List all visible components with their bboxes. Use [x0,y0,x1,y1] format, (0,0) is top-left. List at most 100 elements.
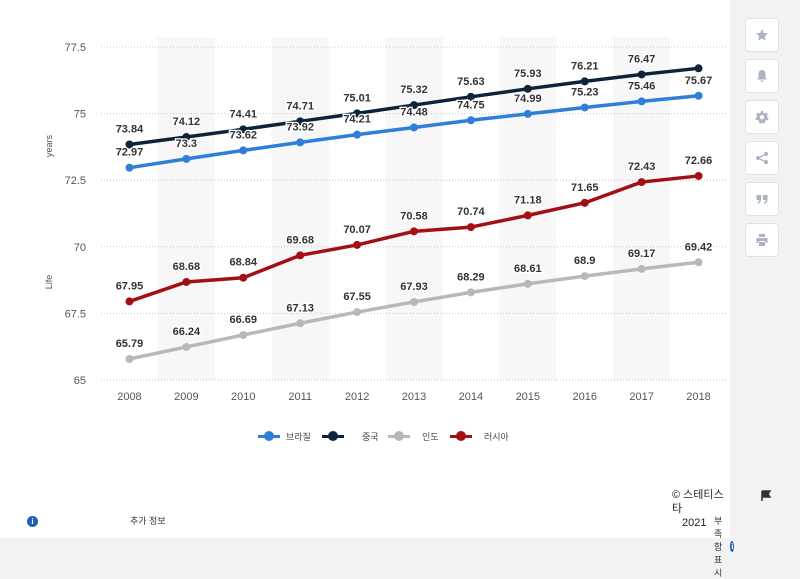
data-point[interactable] [410,123,418,132]
data-label: 74.12 [173,116,201,128]
data-label: 72.66 [685,155,713,167]
data-point[interactable] [296,251,305,260]
x-tick-label: 2018 [686,391,710,403]
data-point[interactable] [694,171,703,180]
x-tick-label: 2013 [402,391,426,403]
data-point[interactable] [523,109,532,118]
data-label: 73.62 [230,129,258,141]
source-credit[interactable]: © 스테티스타 2021 [672,488,730,530]
settings-button[interactable] [745,100,779,134]
data-point[interactable] [580,198,589,207]
info-icon: i [730,541,735,552]
data-point[interactable] [580,103,589,112]
data-point[interactable] [353,308,362,317]
data-point[interactable] [637,264,646,273]
data-label: 70.58 [400,210,428,222]
data-point[interactable] [410,101,418,110]
y-tick-label: 65 [74,375,86,387]
data-label: 75.23 [571,86,599,98]
data-point[interactable] [182,277,191,286]
data-label: 73.92 [286,121,314,133]
data-label: 67.93 [400,281,428,293]
data-point[interactable] [523,279,532,288]
data-point[interactable] [637,178,646,187]
data-label: 68.61 [514,263,542,275]
data-point[interactable] [296,319,305,328]
x-tick-label: 2015 [516,391,540,403]
data-label: 70.07 [343,224,371,236]
data-point[interactable] [694,64,703,73]
data-point[interactable] [580,272,589,281]
data-point[interactable] [410,227,418,236]
data-label: 75.67 [685,75,713,87]
legend-item-china[interactable]: 중국 [322,428,379,444]
data-point[interactable] [353,130,362,139]
info-icon[interactable]: i [27,516,38,527]
star-icon [756,29,768,41]
data-label: 73.3 [176,138,197,150]
data-point[interactable] [296,117,305,126]
data-point[interactable] [239,146,248,155]
data-point[interactable] [182,342,191,351]
column-band [157,37,215,380]
data-point[interactable] [239,330,248,339]
data-point[interactable] [637,97,646,106]
legend-item-india[interactable]: 인도 [388,428,439,444]
gear-icon [755,111,769,124]
data-point[interactable] [466,92,475,101]
data-point[interactable] [466,223,475,232]
data-label: 66.69 [230,314,258,326]
x-tick-label: 2008 [117,391,141,403]
source-brand: © 스테티스타 [672,489,724,515]
flag-icon[interactable] [760,490,772,502]
data-point[interactable] [353,109,362,118]
data-point[interactable] [125,140,134,149]
data-point[interactable] [637,70,646,79]
print-button[interactable] [745,223,779,257]
data-point[interactable] [410,297,418,306]
data-point[interactable] [296,138,305,147]
data-label: 66.24 [173,326,201,338]
data-label: 68.84 [230,257,258,269]
data-point[interactable] [694,91,703,100]
data-point[interactable] [125,297,134,306]
data-label: 75.93 [514,68,542,80]
notification-button[interactable] [745,59,779,93]
legend-item-brazil[interactable]: 브라질 [258,428,311,444]
data-point[interactable] [353,240,362,249]
data-point[interactable] [694,258,703,267]
data-point[interactable] [125,163,134,172]
data-point[interactable] [125,354,134,363]
data-label: 67.95 [116,280,144,292]
y-tick-label: 70 [74,242,86,254]
more-info-link[interactable]: 추가 정보 [130,516,166,526]
data-point[interactable] [239,125,248,134]
legend-item-russia[interactable]: 러시아 [450,428,509,444]
data-label: 68.29 [457,271,485,283]
column-band [499,37,557,380]
data-label: 74.41 [230,108,258,120]
data-label: 74.48 [400,106,428,118]
data-label: 67.55 [343,291,371,303]
source-year: 2021 [682,517,707,529]
data-point[interactable] [182,133,191,142]
data-label: 68.9 [574,255,595,267]
favorite-button[interactable] [745,18,779,52]
data-label: 72.97 [116,147,144,159]
data-label: 68.68 [173,261,201,273]
side-toolbar [745,18,781,264]
cite-button[interactable] [745,182,779,216]
data-point[interactable] [182,154,191,163]
legend-swatch-brazil [258,431,280,441]
chart-card: 77.5 75 72.5 70 67.5 65 Life years 2008 2009 2010 2… [0,0,772,578]
data-point[interactable] [580,77,589,86]
share-button[interactable] [745,141,779,175]
x-tick-label: 2012 [345,391,369,403]
data-point[interactable] [466,116,475,125]
data-point[interactable] [523,211,532,220]
data-point[interactable] [523,84,532,93]
data-point[interactable] [239,273,248,282]
footnote-link[interactable]: 부족함 표시 i [714,514,735,579]
data-point[interactable] [466,288,475,297]
quote-icon [756,195,768,204]
